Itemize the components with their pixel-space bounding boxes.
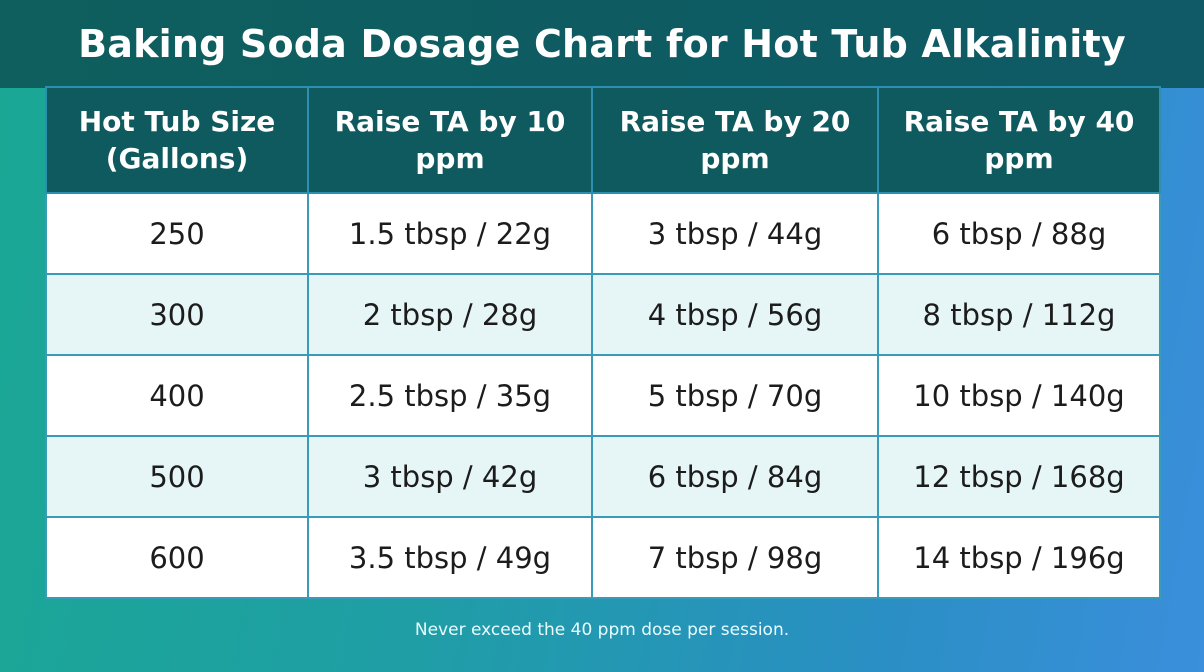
header-row: Hot Tub Size (Gallons) Raise TA by 10 pp… (45, 86, 1161, 194)
cell-dose-20ppm: 4 tbsp / 56g (591, 273, 879, 356)
footnote: Never exceed the 40 ppm dose per session… (414, 620, 790, 640)
cell-size: 400 (45, 354, 309, 437)
table-row: 250 1.5 tbsp / 22g 3 tbsp / 44g 6 tbsp /… (45, 192, 1161, 275)
cell-size: 250 (45, 192, 309, 275)
header-raise-20ppm: Raise TA by 20 ppm (591, 86, 879, 194)
chart-title: Baking Soda Dosage Chart for Hot Tub Alk… (78, 22, 1126, 66)
table-row: 600 3.5 tbsp / 49g 7 tbsp / 98g 14 tbsp … (45, 516, 1161, 599)
header-raise-10ppm: Raise TA by 10 ppm (307, 86, 593, 194)
cell-dose-40ppm: 14 tbsp / 196g (877, 516, 1161, 599)
cell-dose-20ppm: 3 tbsp / 44g (591, 192, 879, 275)
cell-size: 500 (45, 435, 309, 518)
cell-dose-20ppm: 5 tbsp / 70g (591, 354, 879, 437)
cell-dose-10ppm: 3.5 tbsp / 49g (307, 516, 593, 599)
cell-dose-10ppm: 2.5 tbsp / 35g (307, 354, 593, 437)
cell-dose-40ppm: 8 tbsp / 112g (877, 273, 1161, 356)
table-row: 400 2.5 tbsp / 35g 5 tbsp / 70g 10 tbsp … (45, 354, 1161, 437)
cell-dose-40ppm: 10 tbsp / 140g (877, 354, 1161, 437)
header-hot-tub-size: Hot Tub Size (Gallons) (45, 86, 309, 194)
table-row: 500 3 tbsp / 42g 6 tbsp / 84g 12 tbsp / … (45, 435, 1161, 518)
header-raise-40ppm: Raise TA by 40 ppm (877, 86, 1161, 194)
cell-size: 600 (45, 516, 309, 599)
cell-dose-20ppm: 7 tbsp / 98g (591, 516, 879, 599)
cell-dose-20ppm: 6 tbsp / 84g (591, 435, 879, 518)
cell-dose-10ppm: 2 tbsp / 28g (307, 273, 593, 356)
title-bar: Baking Soda Dosage Chart for Hot Tub Alk… (0, 0, 1204, 88)
cell-dose-10ppm: 3 tbsp / 42g (307, 435, 593, 518)
cell-dose-10ppm: 1.5 tbsp / 22g (307, 192, 593, 275)
cell-dose-40ppm: 6 tbsp / 88g (877, 192, 1161, 275)
cell-dose-40ppm: 12 tbsp / 168g (877, 435, 1161, 518)
table-row: 300 2 tbsp / 28g 4 tbsp / 56g 8 tbsp / 1… (45, 273, 1161, 356)
dosage-table: Hot Tub Size (Gallons) Raise TA by 10 pp… (45, 86, 1161, 599)
cell-size: 300 (45, 273, 309, 356)
